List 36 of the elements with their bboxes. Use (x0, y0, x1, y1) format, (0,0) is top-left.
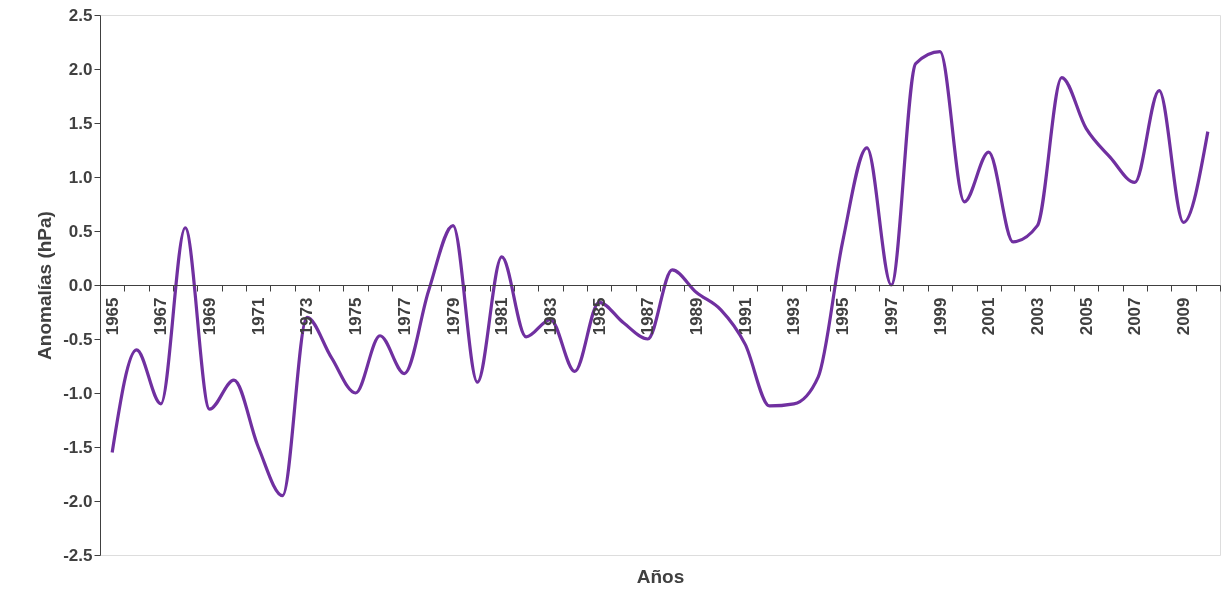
x-tick-label: 1983 (540, 297, 560, 336)
x-tick-label: 1991 (735, 297, 755, 336)
x-tick-label: 1971 (248, 297, 268, 336)
y-axis-title: Anomalías (hPa) (34, 211, 56, 360)
y-tick-label: 0.5 (68, 221, 93, 241)
x-tick-label: 1979 (443, 297, 463, 336)
x-tick-label: 1969 (200, 297, 220, 336)
y-tick-label: -1.5 (63, 437, 93, 457)
x-tick-label: 1999 (930, 297, 950, 336)
y-tick-label: 0.0 (68, 275, 93, 295)
y-tick-label: -2.5 (63, 545, 93, 565)
x-tick-label: 1967 (151, 297, 171, 336)
x-tick-label: 1977 (394, 297, 414, 336)
x-tick-label: 2005 (1076, 297, 1096, 336)
y-tick-label: -1.0 (63, 383, 93, 403)
x-tick-label: 1997 (881, 297, 901, 336)
y-tick-label: -0.5 (63, 329, 93, 349)
x-tick-label: 1985 (589, 297, 609, 336)
y-tick-label: -2.0 (63, 491, 93, 511)
x-axis-title: Años (636, 565, 685, 587)
x-tick-label: 1973 (297, 297, 317, 336)
x-tick-label: 1989 (687, 297, 707, 336)
y-tick-label: 2.5 (68, 5, 93, 25)
x-tick-label: 1981 (492, 297, 512, 336)
x-tick-label: 1993 (784, 297, 804, 336)
x-tick-label: 1975 (346, 297, 366, 336)
x-tick-label: 1987 (638, 297, 658, 336)
y-tick-label: 1.0 (68, 167, 93, 187)
y-tick-label: 2.0 (68, 59, 93, 79)
x-tick-label: 2007 (1125, 297, 1145, 336)
x-tick-label: 2009 (1173, 297, 1193, 336)
x-tick-label: 2001 (979, 297, 999, 336)
x-tick-label: 2003 (1027, 297, 1047, 336)
x-tick-label: 1995 (833, 297, 853, 336)
y-tick-label: 1.5 (68, 113, 93, 133)
x-tick-label: 1965 (102, 297, 122, 336)
